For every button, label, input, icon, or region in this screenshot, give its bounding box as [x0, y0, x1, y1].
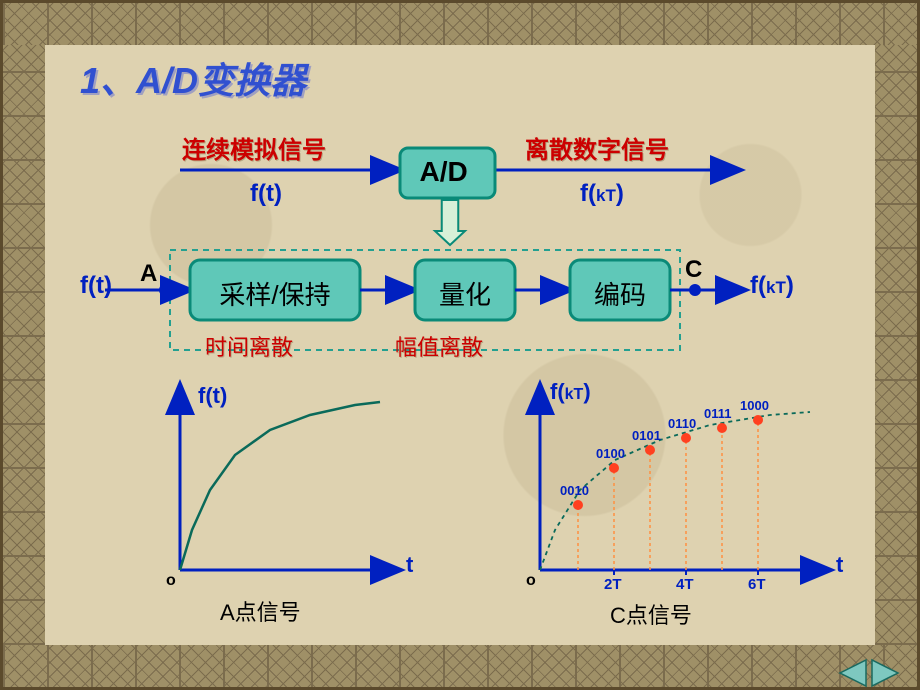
- node-c: [689, 284, 701, 296]
- graphA-x-label: t: [406, 552, 413, 578]
- graphA-curve: [180, 402, 380, 570]
- box-sample-hold-label: 采样/保持: [190, 275, 360, 312]
- label-ft-mid: f(t): [80, 272, 112, 300]
- graphC-tick-label: 2T: [604, 576, 622, 593]
- graphC-sample-dot: [573, 500, 583, 510]
- graphC-code-label: 0111: [704, 406, 732, 421]
- box-quantize-label: 量化: [415, 275, 515, 312]
- label-amp-discrete: 幅值离散: [395, 330, 483, 362]
- graphA-y-label: f(t): [198, 383, 227, 409]
- nav-prev-button[interactable]: [840, 660, 866, 686]
- graphC-sample-dot: [717, 423, 727, 433]
- label-node-c: C: [685, 256, 702, 284]
- graphC-tick-label: 4T: [676, 576, 694, 593]
- graphC-sample-dot: [681, 433, 691, 443]
- label-node-a: A: [140, 260, 157, 288]
- label-disc-digital: 离散数字信号: [525, 130, 669, 165]
- ad-box-label: A/D: [420, 156, 468, 188]
- graphC-code-label: 0100: [596, 446, 625, 461]
- graphC-y-label: f(kT): [550, 379, 591, 405]
- graphC-code-label: 0101: [632, 428, 661, 443]
- graphC-sample-dot: [645, 445, 655, 455]
- graphC-code-label: 1000: [740, 398, 769, 413]
- graphC-caption: C点信号: [610, 598, 692, 630]
- label-fkt-mid: f(kT): [750, 272, 794, 300]
- label-cont-analog: 连续模拟信号: [182, 130, 326, 165]
- slide-root: 1、A/D变换器A/D连续模拟信号f(t)离散数字信号f(kT)f(t)A采样/…: [0, 0, 920, 690]
- box-encode-label: 编码: [570, 275, 670, 312]
- node-a: [159, 284, 171, 296]
- graphA-origin-label: o: [166, 572, 176, 590]
- label-ft-top: f(t): [250, 180, 282, 208]
- graphC-sample-dot: [753, 415, 763, 425]
- label-fkt-top: f(kT): [580, 180, 624, 208]
- graphC-origin-label: o: [526, 572, 536, 590]
- graphA-caption: A点信号: [220, 595, 301, 627]
- graphC-tick-label: 6T: [748, 576, 766, 593]
- label-time-discrete: 时间离散: [205, 330, 293, 362]
- graphC-code-label: 0110: [668, 416, 696, 431]
- graphC-sample-dot: [609, 463, 619, 473]
- nav-next-button[interactable]: [872, 660, 898, 686]
- down-arrow: [435, 200, 465, 245]
- graphC-code-label: 0010: [560, 483, 589, 498]
- graphC-x-label: t: [836, 552, 843, 578]
